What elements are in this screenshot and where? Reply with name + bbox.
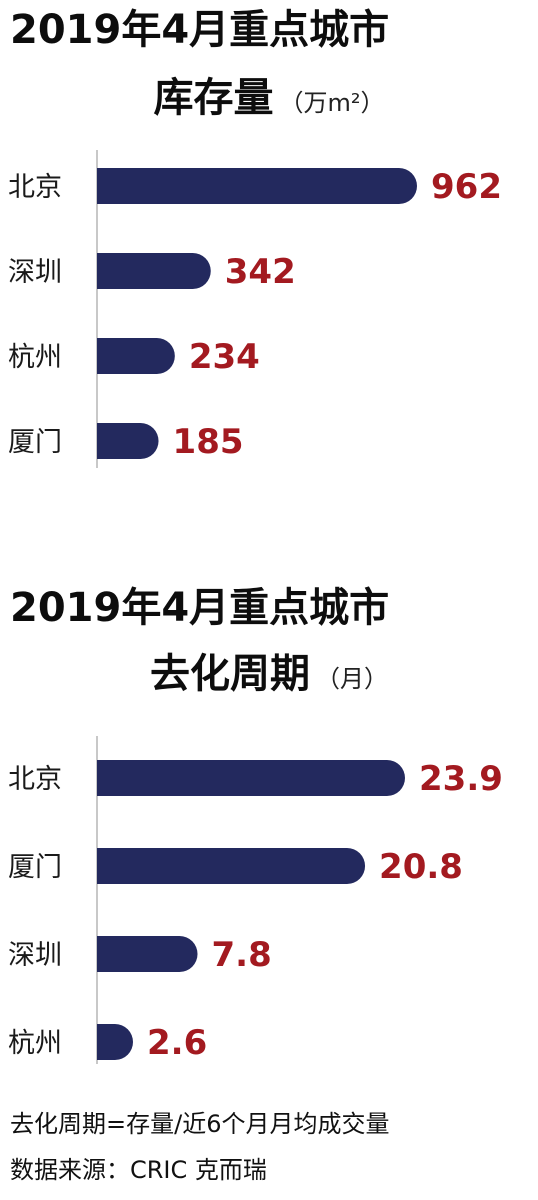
- chart2-category-label: 深圳: [8, 940, 62, 971]
- chart2-title-line1: 2019年4月重点城市: [10, 585, 390, 631]
- chart2-title-line2: 去化周期 （月）: [0, 648, 538, 705]
- chart2-destocking-cycle: 北京 23.9 厦门 20.8 深圳 7.8 杭州 2.6: [0, 736, 538, 1066]
- chart1-title: 库存量: [153, 75, 274, 121]
- chart2-svg: 北京 23.9 厦门 20.8 深圳 7.8 杭州 2.6: [8, 736, 503, 1064]
- chart1-value-label: 234: [189, 337, 260, 377]
- chart2-bar: [97, 760, 405, 796]
- chart2-bar-base: [97, 760, 115, 796]
- footer-note: 去化周期=存量/近6个月月均成交量: [10, 1110, 390, 1138]
- chart2-bar-base: [97, 1024, 115, 1060]
- chart1-value-label: 185: [173, 422, 244, 462]
- chart2-value-label: 23.9: [419, 759, 503, 799]
- chart1-value-label: 962: [431, 167, 502, 207]
- chart1-bar-base: [97, 253, 115, 289]
- chart1-bar-base: [97, 423, 115, 459]
- chart2-value-label: 2.6: [147, 1023, 207, 1063]
- chart1-category-label: 北京: [8, 172, 62, 203]
- chart1-bar-base: [97, 338, 115, 374]
- chart1-category-label: 厦门: [8, 427, 62, 458]
- chart2-bar-base: [97, 936, 115, 972]
- chart1-bar: [97, 168, 417, 204]
- chart1-bar: [97, 253, 211, 289]
- chart1-inventory: 北京 962 深圳 342 杭州 234 厦门 185: [0, 150, 538, 470]
- chart2-bar: [97, 936, 198, 972]
- chart2-value-label: 20.8: [379, 847, 463, 887]
- chart2-bar: [97, 848, 366, 884]
- chart1-title-line2: 库存量 （万m²）: [0, 72, 538, 129]
- chart1-category-label: 深圳: [8, 257, 62, 288]
- chart2-title: 去化周期: [150, 651, 310, 697]
- chart2-value-label: 7.8: [212, 935, 272, 975]
- chart1-category-label: 杭州: [8, 342, 62, 373]
- chart2-unit: （月）: [316, 665, 388, 693]
- chart2-category-label: 厦门: [8, 852, 62, 883]
- chart2-category-label: 北京: [8, 764, 62, 795]
- footer-source: 数据来源：CRIC 克而瑞: [10, 1156, 267, 1184]
- chart1-unit: （万m²）: [279, 89, 385, 117]
- chart1-bar: [97, 338, 175, 374]
- chart1-bar-base: [97, 168, 115, 204]
- chart1-value-label: 342: [225, 252, 296, 292]
- chart2-bar-base: [97, 848, 115, 884]
- chart2-category-label: 杭州: [8, 1028, 62, 1059]
- chart1-title-line1: 2019年4月重点城市: [10, 7, 390, 53]
- chart1-svg: 北京 962 深圳 342 杭州 234 厦门 185: [8, 150, 502, 468]
